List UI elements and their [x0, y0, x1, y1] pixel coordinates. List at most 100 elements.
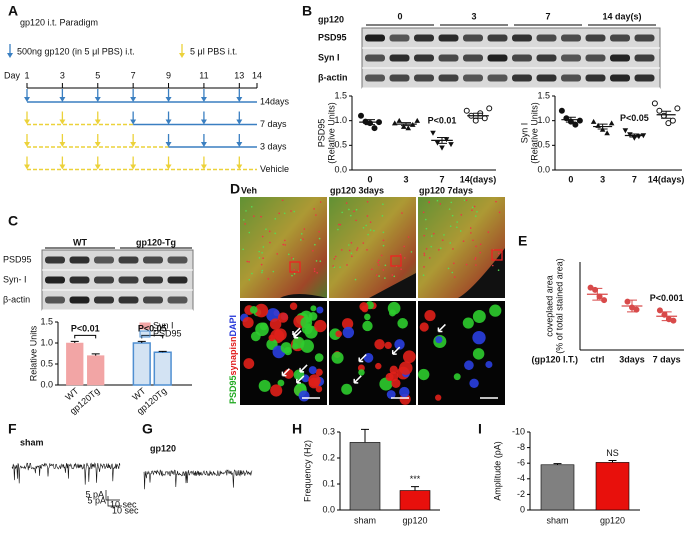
bar [132, 342, 151, 386]
trace [11, 462, 121, 485]
annotation: P<0.01 [428, 115, 457, 125]
white-arrow [299, 364, 308, 373]
speckle [425, 227, 428, 230]
arrow-head [59, 164, 66, 170]
speckle [433, 232, 435, 235]
x-tick-label: 14(days) [648, 174, 685, 184]
speckle [341, 211, 343, 214]
blot-band [536, 54, 557, 62]
blot-band [610, 34, 630, 42]
blot-band [389, 34, 410, 42]
blot-band [561, 74, 581, 82]
day-label: Day [4, 70, 21, 80]
panel-label: I [478, 421, 482, 437]
blot-band [610, 74, 630, 82]
puncta [472, 330, 486, 345]
puncta [258, 379, 271, 392]
speckle [348, 244, 350, 246]
speckle [248, 261, 250, 263]
speckle [451, 271, 454, 274]
speckle [300, 239, 302, 241]
speckle [338, 223, 340, 226]
speckle [284, 244, 287, 246]
speckle [291, 274, 293, 277]
blot-band [487, 34, 508, 42]
day-number: 13 [234, 70, 244, 80]
blot-group: 3 [471, 11, 476, 21]
arrow-head [165, 97, 172, 102]
speckle [302, 238, 304, 240]
arrow-head [59, 142, 66, 147]
point [396, 117, 403, 123]
trace-label: gp120 [150, 443, 176, 453]
speckle [367, 233, 369, 236]
puncta [289, 302, 298, 310]
panel-label: F [8, 421, 17, 437]
speckle [474, 215, 477, 217]
panel-label: A [8, 3, 18, 19]
bar [349, 442, 381, 511]
point [656, 307, 663, 314]
point [371, 125, 378, 132]
speckle [362, 226, 365, 229]
blot-band [69, 276, 90, 284]
day-number: 14 [252, 70, 262, 80]
blot-band [167, 296, 188, 304]
row-label: Vehicle [260, 164, 289, 174]
speckle [282, 243, 285, 246]
error-bar [661, 110, 672, 119]
speckle [471, 206, 474, 209]
speckle [384, 264, 387, 267]
speckle [474, 257, 477, 259]
speckle [377, 264, 380, 266]
puncta [391, 378, 401, 388]
error-bar [91, 353, 100, 356]
speckle [492, 264, 494, 267]
blot-group: 14 day(s) [602, 11, 641, 21]
speckle [381, 215, 384, 217]
arrow-head [165, 142, 172, 147]
speckle [351, 255, 353, 258]
x-tick-label: 7 days [653, 354, 681, 364]
y-tick-label: 0.5 [40, 358, 53, 368]
speckle [253, 215, 255, 217]
speckle [430, 245, 433, 248]
speckle [333, 257, 336, 260]
speckle [422, 211, 425, 214]
speckle [449, 242, 452, 244]
speckle [472, 239, 474, 242]
speckle [423, 234, 425, 237]
y-tick-label: 0.0 [537, 164, 550, 174]
blot-band [414, 34, 434, 42]
puncta [358, 369, 365, 376]
speckle [293, 210, 296, 213]
blot-treatment: gp120 [318, 14, 344, 24]
speckle [471, 209, 473, 211]
roi-box [491, 249, 503, 261]
puncta [277, 312, 289, 323]
puncta [419, 322, 429, 332]
speckle [281, 199, 284, 202]
puncta [453, 373, 461, 381]
image-title: Veh [241, 185, 257, 195]
point [486, 105, 493, 112]
y-tick-label: 0.0 [40, 379, 53, 389]
speckle [334, 255, 337, 258]
blot-band [143, 296, 163, 304]
y-axis-label: Amplitude (pA) [492, 441, 502, 501]
speckle [349, 214, 352, 217]
speckle [292, 257, 295, 260]
speckle [261, 269, 264, 272]
blot-group: gp120-Tg [136, 237, 176, 247]
speckle [318, 237, 321, 240]
x-tick-label: 7 [632, 174, 637, 184]
speckle [498, 211, 501, 214]
arrow-head [179, 53, 185, 58]
speckle [261, 251, 263, 254]
scale-label: 5 pA [87, 495, 106, 505]
speckle [318, 230, 320, 233]
error-bar [629, 133, 640, 138]
speckle [354, 278, 357, 281]
error-bar [597, 123, 608, 130]
y-axis-label: Relative Units [28, 325, 38, 381]
